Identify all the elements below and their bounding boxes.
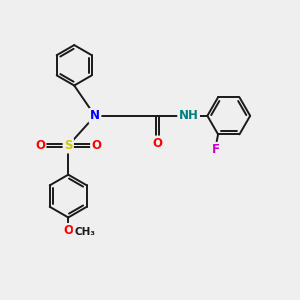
Text: F: F: [212, 143, 220, 156]
Text: NH: NH: [179, 109, 199, 122]
Text: O: O: [35, 139, 45, 152]
Text: O: O: [63, 224, 73, 237]
Text: N: N: [90, 109, 100, 122]
Text: O: O: [152, 137, 162, 150]
Text: O: O: [92, 139, 101, 152]
Text: CH₃: CH₃: [74, 227, 95, 237]
Text: S: S: [64, 139, 73, 152]
